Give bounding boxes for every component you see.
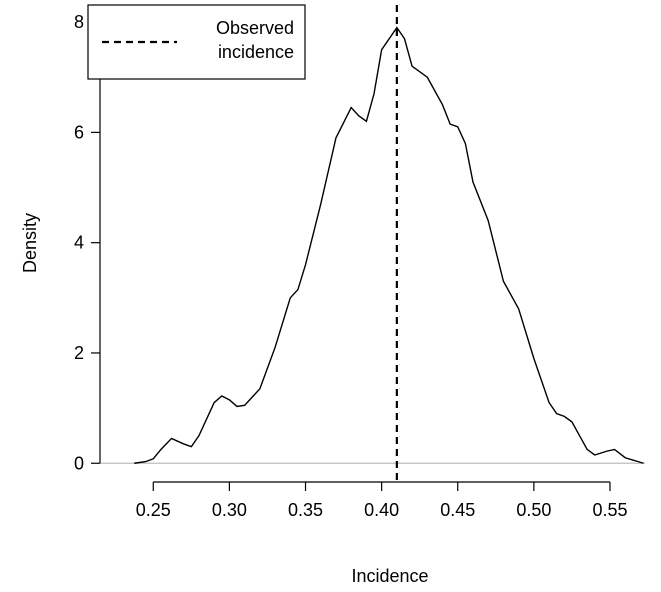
density-line [134, 26, 644, 464]
legend: Observed incidence [87, 4, 306, 80]
y-tick-label: 2 [74, 343, 84, 363]
y-tick-label: 0 [74, 453, 84, 473]
x-tick-label: 0.40 [364, 500, 399, 520]
x-tick-label: 0.25 [136, 500, 171, 520]
y-tick-label: 8 [74, 12, 84, 32]
y-axis-label: Density [20, 213, 40, 273]
x-tick-label: 0.45 [440, 500, 475, 520]
y-tick-label: 4 [74, 233, 84, 253]
y-tick-label: 6 [74, 122, 84, 142]
legend-box [87, 4, 306, 80]
x-tick-label: 0.50 [516, 500, 551, 520]
x-tick-label: 0.30 [212, 500, 247, 520]
x-axis-label: Incidence [351, 566, 428, 586]
legend-label: Observed incidence [216, 18, 294, 62]
x-tick-label: 0.35 [288, 500, 323, 520]
x-tick-label: 0.55 [592, 500, 627, 520]
